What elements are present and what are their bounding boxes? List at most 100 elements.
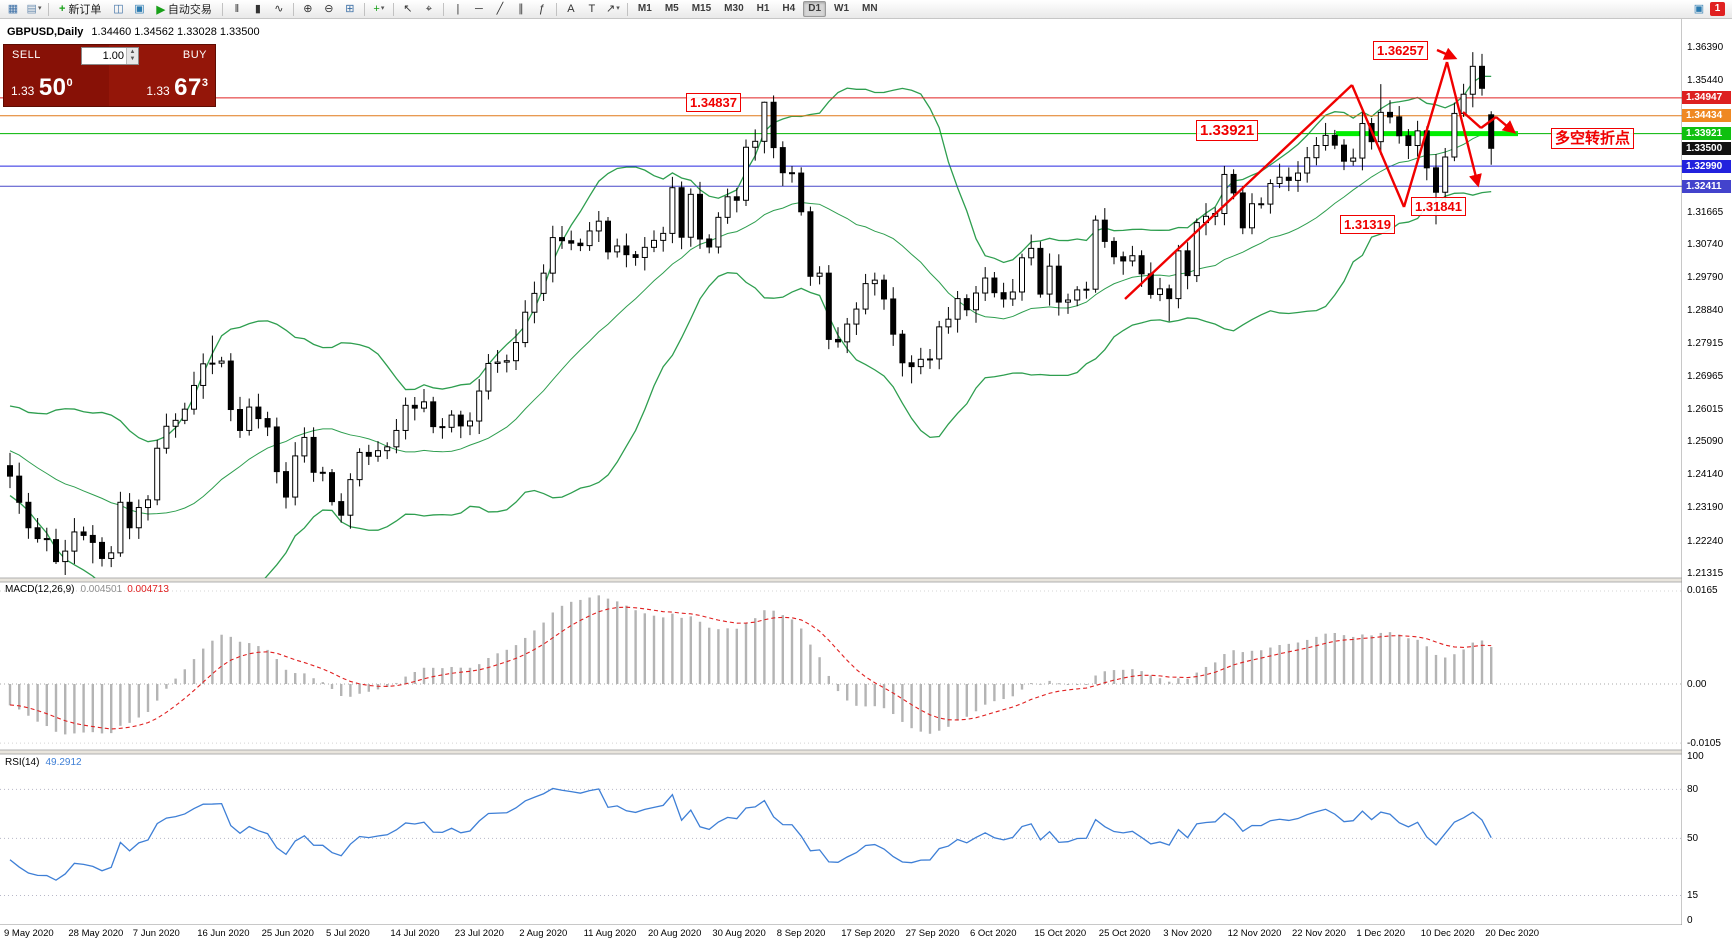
timeframe-d1[interactable]: D1 xyxy=(803,1,827,17)
timeframe-mn[interactable]: MN xyxy=(862,3,878,14)
symbol-ohlc-values: 1.34460 1.34562 1.33028 1.33500 xyxy=(91,26,260,38)
macd-main-value: 0.004501 xyxy=(80,584,123,595)
toolbar-separator xyxy=(555,2,557,16)
profiles-icon[interactable]: ▤ ▾ xyxy=(26,3,42,15)
date-label: 6 Oct 2020 xyxy=(970,928,1017,939)
indicators-icon[interactable]: + ▾ xyxy=(373,3,385,15)
horizontal-line-icon[interactable]: ─ xyxy=(475,3,483,15)
equidistant-channel-icon[interactable]: ∥ xyxy=(518,3,524,15)
price-annotation[interactable]: 1.31319 xyxy=(1340,215,1395,234)
timeframe-m15[interactable]: M15 xyxy=(691,3,712,14)
macd-signal-value: 0.004713 xyxy=(127,584,169,595)
date-label: 16 Jun 2020 xyxy=(197,928,250,939)
arrows-icon[interactable]: ↗ ▾ xyxy=(606,3,620,15)
date-label: 5 Jul 2020 xyxy=(326,928,370,939)
toolbar: ▦ ▤ ▾ + 新订单 ◫ ▣ ▶ 自动交易 ‖ ▮ ∿ ⊕ ⊖ ⊞ + ▾ ↖ ⌖ | ─ ╱ ∥ ƒ A T ↗ ▾ M1 M5 M15… xyxy=(0,0,1732,19)
toolbar-separator xyxy=(626,2,628,16)
volume-spin-buttons[interactable]: ▲ ▼ xyxy=(126,48,138,64)
new-order-button[interactable]: + 新订单 xyxy=(59,3,102,16)
timeframe-m1[interactable]: M1 xyxy=(637,3,652,14)
toolbar-separator xyxy=(48,2,49,16)
one-click-trading-panel: SELL 1.33 500 ▲▼ BUY 1.33 673 xyxy=(3,44,216,107)
date-label: 22 Nov 2020 xyxy=(1292,928,1346,939)
toolbar-separator xyxy=(292,2,294,16)
rsi-axis-label: 0 xyxy=(1687,914,1693,926)
price-tick: 1.36390 xyxy=(1687,42,1724,53)
mail-icon[interactable]: ▣ xyxy=(1693,3,1705,15)
price-tick: 1.31665 xyxy=(1687,206,1724,218)
symbol-ohlc-readout: GBPUSD,Daily 1.34460 1.34562 1.33028 1.33… xyxy=(7,26,260,38)
macd-name: MACD(12,26,9) xyxy=(5,584,75,595)
price-tag: 1.34434 xyxy=(1682,109,1731,123)
price-axis[interactable]: 1.36390 1.35440 1.31665 1.30740 1.29790 1.288… xyxy=(1682,19,1732,941)
buy-label: BUY xyxy=(182,49,207,61)
rsi-name: RSI(14) xyxy=(5,757,40,768)
volume-input[interactable] xyxy=(82,48,126,64)
zoom-out-icon[interactable]: ⊖ xyxy=(324,3,334,15)
notification-badge[interactable]: 1 xyxy=(1710,2,1725,16)
rsi-indicator-label: RSI(14) 49.2912 xyxy=(5,757,82,768)
date-label: 14 Jul 2020 xyxy=(390,928,440,939)
rsi-axis-label: 80 xyxy=(1687,783,1699,795)
date-label: 7 Jun 2020 xyxy=(132,928,180,939)
timeframe-h1[interactable]: H1 xyxy=(756,3,770,14)
macd-axis-label: 0.0165 xyxy=(1687,585,1718,597)
price-annotation[interactable]: 1.36257 xyxy=(1373,41,1428,60)
volume-stepper[interactable]: ▲▼ xyxy=(81,47,139,65)
price-annotation[interactable]: 多空转折点 xyxy=(1551,128,1635,149)
vertical-line-icon[interactable]: | xyxy=(456,3,460,15)
macd-plot xyxy=(0,590,1682,744)
price-annotation[interactable]: 1.33921 xyxy=(1196,120,1259,141)
price-tick: 1.22240 xyxy=(1687,535,1724,547)
date-label: 25 Oct 2020 xyxy=(1098,928,1151,939)
timeframe-w1[interactable]: W1 xyxy=(834,3,850,14)
date-axis[interactable]: 9 May 2020 28 May 2020 7 Jun 2020 16 Jun 20… xyxy=(0,925,1682,941)
new-chart-icon[interactable]: ▦ xyxy=(7,3,19,15)
price-tag: 1.32411 xyxy=(1682,179,1731,193)
terminal-icon[interactable]: ▣ xyxy=(134,3,145,15)
sell-label: SELL xyxy=(12,49,41,61)
cursor-icon[interactable]: ↖ xyxy=(403,3,413,15)
macd-axis-label: 0.00 xyxy=(1687,678,1707,690)
toolbar-separator xyxy=(442,2,444,16)
text-label-icon[interactable]: T xyxy=(588,3,596,15)
price-tick: 1.27915 xyxy=(1687,337,1724,349)
timeframe-h4[interactable]: H4 xyxy=(782,3,796,14)
date-label: 20 Dec 2020 xyxy=(1485,928,1540,939)
rsi-plot xyxy=(0,787,1682,897)
price-tick: 1.21315 xyxy=(1687,567,1724,579)
text-icon[interactable]: A xyxy=(567,3,575,15)
bar-chart-icon[interactable]: ‖ xyxy=(234,3,240,15)
bid-price: 1.33 500 xyxy=(11,74,73,101)
timeframe-m30[interactable]: M30 xyxy=(724,3,744,14)
macd-indicator-label: MACD(12,26,9) 0.004501 0.004713 xyxy=(5,584,169,595)
date-label: 1 Dec 2020 xyxy=(1356,928,1405,939)
candlestick-chart-icon[interactable]: ▮ xyxy=(254,3,261,15)
tile-windows-icon[interactable]: ⊞ xyxy=(345,3,355,15)
fibonacci-icon[interactable]: ƒ xyxy=(538,3,545,15)
chart-window-icon[interactable]: ◫ xyxy=(113,3,124,15)
crosshair-icon[interactable]: ⌖ xyxy=(425,3,432,15)
price-annotation[interactable]: 1.31841 xyxy=(1411,197,1466,216)
bollinger-bands xyxy=(9,75,1492,578)
timeframe-m5[interactable]: M5 xyxy=(664,3,679,14)
price-tag: 1.33921 xyxy=(1682,127,1731,141)
date-label: 12 Nov 2020 xyxy=(1227,928,1282,939)
auto-trading-button[interactable]: ▶ 自动交易 xyxy=(156,3,212,17)
rsi-axis-label: 15 xyxy=(1687,890,1699,901)
symbol-title: GBPUSD,Daily xyxy=(7,26,84,38)
price-tick: 1.30740 xyxy=(1687,239,1724,251)
horizontal-level-lines[interactable] xyxy=(0,97,1682,187)
price-tick: 1.23190 xyxy=(1687,502,1724,514)
price-tick: 1.26015 xyxy=(1687,403,1724,415)
trendline-icon[interactable]: ╱ xyxy=(496,3,504,15)
price-tag: 1.32990 xyxy=(1682,159,1731,173)
toolbar-separator xyxy=(392,2,394,16)
price-annotation[interactable]: 1.34837 xyxy=(686,93,741,112)
trend-drawings[interactable] xyxy=(1124,47,1517,300)
buy-button[interactable]: BUY 1.33 673 xyxy=(109,45,215,106)
line-chart-icon[interactable]: ∿ xyxy=(274,3,284,15)
date-label: 10 Dec 2020 xyxy=(1420,928,1475,939)
zoom-in-icon[interactable]: ⊕ xyxy=(303,3,313,15)
